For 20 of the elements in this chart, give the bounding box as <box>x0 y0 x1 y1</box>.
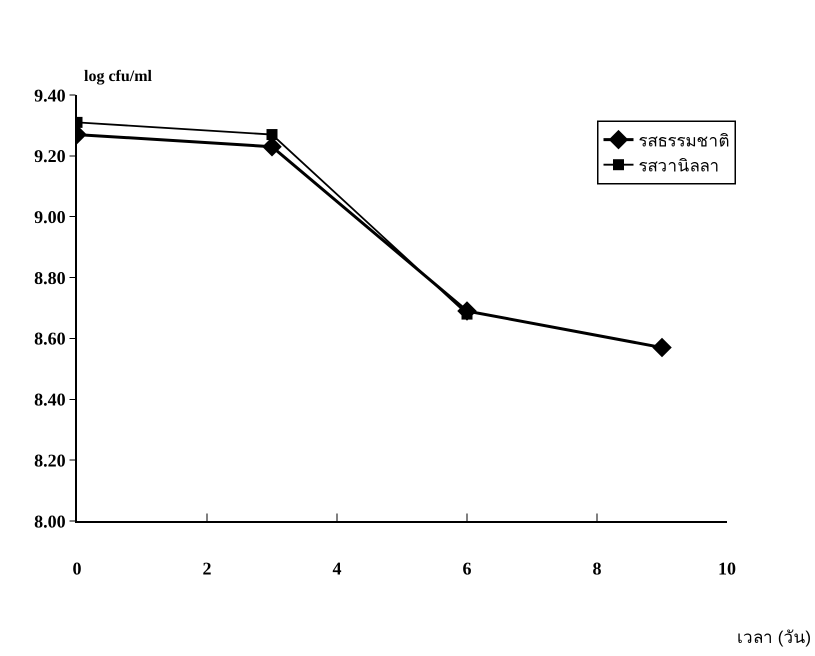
x-axis-title: เวลา (วัน) <box>737 628 812 647</box>
point <box>266 129 278 140</box>
y-tick-label: 8.60 <box>34 328 66 349</box>
x-tick-label: 8 <box>592 558 602 578</box>
legend-label: รสธรรมชาติ <box>638 131 730 150</box>
x-tick-label: 4 <box>332 558 342 578</box>
point <box>652 338 672 358</box>
y-axis-title: log cfu/ml <box>84 68 153 85</box>
x-tick-label: 6 <box>462 558 472 578</box>
x-tick-label: 0 <box>72 558 82 578</box>
y-tick-label: 9.00 <box>34 207 66 228</box>
y-tick-label: 8.20 <box>34 450 66 470</box>
y-tick-label: 8.00 <box>34 511 66 532</box>
x-tick-label: 2 <box>202 558 212 578</box>
x-tick-label: 10 <box>718 558 736 578</box>
legend-label: รสวานิลลา <box>638 156 720 176</box>
y-tick-label: 9.40 <box>34 85 66 106</box>
y-tick-label: 8.40 <box>34 390 66 410</box>
y-tick-label: 9.20 <box>34 146 66 166</box>
y-tick-label: 8.80 <box>34 268 66 288</box>
